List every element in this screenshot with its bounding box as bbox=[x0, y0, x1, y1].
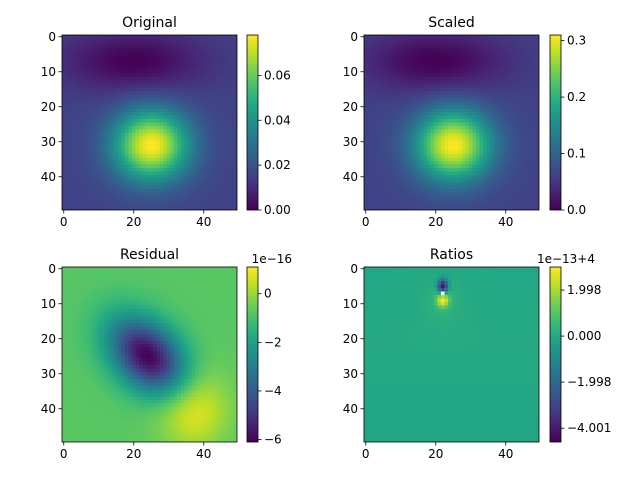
y-tick-label: 40 bbox=[343, 170, 358, 184]
colorbar bbox=[549, 34, 562, 211]
colorbar-tick-label: 1.998 bbox=[567, 283, 601, 297]
colorbar-tick-label: 0.0 bbox=[567, 203, 586, 217]
panel-original: Original 0 20 40 0 10 20 30 40 0.00 0.02 0.04 0.06 bbox=[41, 15, 291, 229]
y-tick-label: 0 bbox=[350, 262, 358, 276]
y-tick-label: 20 bbox=[343, 100, 358, 114]
axes-frame bbox=[61, 266, 238, 443]
y-tick-label: 30 bbox=[343, 135, 358, 149]
heatmap-image bbox=[62, 35, 237, 210]
panel-title: Original bbox=[122, 15, 177, 31]
y-tick-label: 30 bbox=[41, 135, 56, 149]
x-tick-label: 0 bbox=[362, 447, 370, 461]
colorbar-tick-label: 0.1 bbox=[567, 147, 586, 161]
heatmap-image bbox=[62, 267, 237, 442]
colorbar-tick-label: 0.3 bbox=[567, 34, 586, 48]
y-tick-label: 30 bbox=[343, 367, 358, 381]
heatmap-image bbox=[364, 267, 539, 442]
colorbar bbox=[246, 34, 259, 211]
colorbar-tick-label: 0.06 bbox=[264, 68, 291, 82]
panel-ratios: Ratios 0 20 40 0 10 20 30 40 1.998 0.000 −1.998 −4.0… bbox=[343, 247, 612, 461]
x-tick-label: 40 bbox=[196, 215, 211, 229]
y-tick-label: 10 bbox=[343, 297, 358, 311]
x-tick-label: 20 bbox=[126, 215, 141, 229]
colorbar-tick-label: 0.04 bbox=[264, 113, 291, 127]
panel-title: Residual bbox=[120, 247, 179, 263]
colorbar-tick-label: −4 bbox=[264, 384, 282, 398]
x-tick-label: 0 bbox=[60, 447, 68, 461]
y-tick-label: 40 bbox=[41, 402, 56, 416]
y-tick-label: 30 bbox=[41, 367, 56, 381]
y-tick-label: 10 bbox=[41, 65, 56, 79]
x-tick-label: 40 bbox=[196, 447, 211, 461]
axes-frame bbox=[363, 34, 540, 211]
colorbar-tick-label: 0.000 bbox=[567, 329, 601, 343]
x-tick-label: 40 bbox=[498, 447, 513, 461]
colorbar-tick-label: −2 bbox=[264, 335, 282, 349]
y-tick-label: 40 bbox=[343, 402, 358, 416]
colorbar bbox=[246, 266, 259, 443]
x-tick-label: 20 bbox=[428, 447, 443, 461]
y-tick-label: 40 bbox=[41, 170, 56, 184]
y-tick-label: 20 bbox=[41, 100, 56, 114]
y-tick-label: 0 bbox=[48, 30, 56, 44]
y-tick-label: 10 bbox=[343, 65, 358, 79]
y-tick-label: 0 bbox=[350, 30, 358, 44]
colorbar-tick-label: −6 bbox=[264, 433, 282, 447]
colorbar-tick-label: −4.001 bbox=[567, 421, 611, 435]
colorbar bbox=[549, 266, 562, 443]
y-tick-label: 20 bbox=[343, 332, 358, 346]
panel-title: Ratios bbox=[430, 247, 473, 263]
x-tick-label: 40 bbox=[498, 215, 513, 229]
colorbar-tick-label: −1.998 bbox=[567, 375, 611, 389]
y-tick-label: 10 bbox=[41, 297, 56, 311]
panel-residual: Residual 0 20 40 0 10 20 30 40 0 −2 −4 −6 1e−16 bbox=[41, 247, 292, 461]
colorbar-tick-label: 0.00 bbox=[264, 203, 291, 217]
colorbar-tick-label: 0.02 bbox=[264, 158, 291, 172]
heatmap-image bbox=[364, 35, 539, 210]
colorbar-offset-label: 1e−13+4 bbox=[537, 252, 595, 266]
panel-scaled: Scaled 0 20 40 0 10 20 30 40 0.0 0.1 0.2 0.3 bbox=[343, 15, 586, 229]
axes-frame bbox=[61, 34, 238, 211]
x-tick-label: 0 bbox=[362, 215, 370, 229]
x-tick-label: 20 bbox=[126, 447, 141, 461]
panel-title: Scaled bbox=[428, 15, 475, 31]
axes-frame bbox=[363, 266, 540, 443]
y-tick-label: 0 bbox=[48, 262, 56, 276]
colorbar-offset-label: 1e−16 bbox=[252, 252, 292, 266]
x-tick-label: 0 bbox=[60, 215, 68, 229]
colorbar-tick-label: 0.2 bbox=[567, 90, 586, 104]
y-tick-label: 20 bbox=[41, 332, 56, 346]
x-tick-label: 20 bbox=[428, 215, 443, 229]
colorbar-tick-label: 0 bbox=[264, 287, 272, 301]
